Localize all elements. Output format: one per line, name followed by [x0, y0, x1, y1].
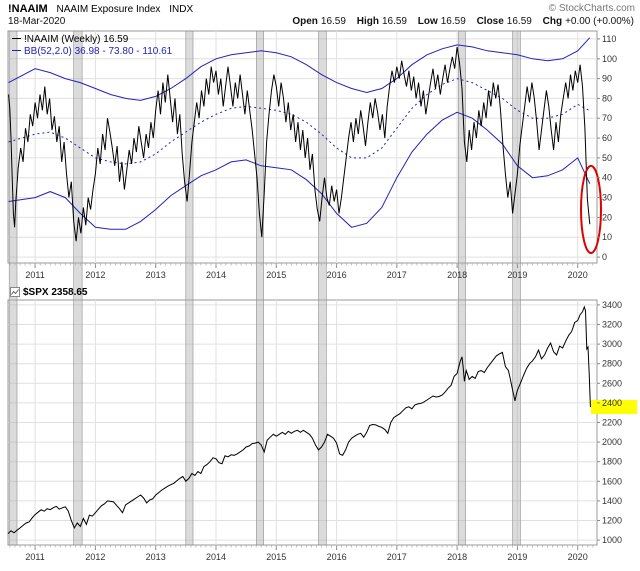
spx-ytick-label: 2400 — [602, 398, 622, 408]
bb-legend-line-icon — [12, 50, 21, 52]
year-label-bottom: 2015 — [266, 552, 286, 562]
year-label-bottom: 2016 — [327, 552, 347, 562]
year-label-top: 2012 — [85, 270, 105, 280]
symbol-name: NAAIM Exposure Index — [56, 4, 161, 15]
open-value: 16.59 — [320, 16, 346, 27]
naaim-ytick-label: 100 — [602, 54, 617, 64]
year-label-top: 2015 — [266, 270, 286, 280]
spx-panel-label: $SPX 2358.65 — [10, 287, 88, 298]
market-decline-band — [185, 30, 194, 546]
year-label-top: 2016 — [327, 270, 347, 280]
year-label-top: 2014 — [206, 270, 226, 280]
spx-ytick-label: 1800 — [602, 457, 622, 467]
year-label-bottom: 2020 — [568, 552, 588, 562]
spx-ytick-label: 1000 — [602, 535, 622, 545]
last-price-highlight — [591, 400, 637, 414]
panel-naaim — [7, 30, 598, 264]
bb-lower-line — [8, 111, 591, 230]
year-label-bottom: 2017 — [387, 552, 407, 562]
low-label: Low — [417, 16, 438, 27]
naaim-ytick-label: 50 — [602, 153, 612, 163]
low-value: 16.59 — [440, 16, 466, 27]
close-label: Close — [476, 16, 504, 27]
naaim-ytick-label: 10 — [602, 232, 612, 242]
year-label-bottom: 2019 — [507, 552, 527, 562]
market-decline-band — [512, 30, 521, 546]
market-decline-band — [73, 30, 83, 546]
spx-ytick-label: 1600 — [602, 476, 622, 486]
spx-ytick-label: 3400 — [602, 300, 622, 310]
naaim-ytick-label: 30 — [602, 193, 612, 203]
legend-naaim: !NAAIM (Weekly) 16.59 — [12, 34, 128, 45]
spx-ytick-label: 1200 — [602, 516, 622, 526]
quote-strip: Open 16.59 High 16.59 Low 16.59 Close 16.59 … — [292, 16, 634, 27]
spx-ytick-label: 1400 — [602, 496, 622, 506]
bb-upper-line — [8, 37, 591, 101]
naaim-line — [8, 46, 591, 242]
spx-ytick-label: 3200 — [602, 320, 622, 330]
year-label-top: 2020 — [568, 270, 588, 280]
chart-title: !NAAIM NAAIM Exposure Index INDX — [8, 3, 193, 15]
naaim-ytick-label: 110 — [602, 34, 616, 44]
year-label-top: 2019 — [507, 270, 527, 280]
chart-date: 18-Mar-2020 — [8, 16, 66, 27]
naaim-legend-line-icon — [12, 38, 21, 40]
year-label-top: 2017 — [387, 270, 407, 280]
spx-ytick-label: 2800 — [602, 359, 622, 369]
spx-line — [7, 305, 591, 535]
legend-bb-text: BB(52,2.0) 36.98 - 73.80 - 110.61 — [24, 46, 173, 57]
naaim-ytick-label: 20 — [602, 212, 612, 222]
year-label-bottom: 2018 — [447, 552, 467, 562]
spx-ytick-label: 2200 — [602, 418, 622, 428]
close-value: 16.59 — [506, 16, 532, 27]
spx-ytick-label: 3000 — [602, 339, 622, 349]
symbol: !NAAIM — [8, 3, 48, 15]
naaim-ytick-label: 40 — [602, 173, 612, 183]
copyright: © StockCharts.com — [548, 3, 635, 14]
year-label-bottom: 2013 — [146, 552, 166, 562]
naaim-ytick-label: 80 — [602, 93, 612, 103]
legend-naaim-text: !NAAIM (Weekly) 16.59 — [24, 34, 129, 45]
chg-label: Chg — [542, 16, 563, 27]
chg-value: +0.00 (+0.00%) — [565, 16, 634, 27]
exchange: INDX — [169, 4, 194, 15]
market-decline-band — [256, 30, 264, 546]
naaim-ytick-label: 90 — [602, 74, 612, 84]
market-decline-band — [457, 30, 466, 546]
mini-chart-icon — [10, 287, 20, 298]
high-value: 16.59 — [381, 16, 407, 27]
year-label-bottom: 2012 — [85, 552, 105, 562]
spx-label-text: $SPX 2358.65 — [23, 287, 88, 298]
high-label: High — [356, 16, 379, 27]
spx-ytick-label: 2000 — [602, 437, 622, 447]
naaim-ytick-label: 70 — [602, 113, 612, 123]
year-label-top: 2013 — [146, 270, 166, 280]
legend-bollinger: BB(52,2.0) 36.98 - 73.80 - 110.61 — [12, 46, 172, 57]
year-label-top: 2018 — [447, 270, 467, 280]
market-decline-band — [318, 30, 327, 546]
red-ellipse-annotation — [580, 164, 602, 255]
year-label-bottom: 2011 — [25, 552, 44, 562]
spx-ytick-label: 2600 — [602, 378, 622, 388]
year-label-top: 2011 — [25, 270, 44, 280]
naaim-ytick-label: 0 — [602, 252, 607, 262]
year-label-bottom: 2014 — [206, 552, 226, 562]
open-label: Open — [292, 16, 318, 27]
naaim-ytick-label: 60 — [602, 133, 612, 143]
gridlines — [8, 31, 597, 545]
axis-labels: 0 10 20 30 40 50 60 70 80 90 100 110 1000 1200 1400 160… — [9, 34, 622, 562]
